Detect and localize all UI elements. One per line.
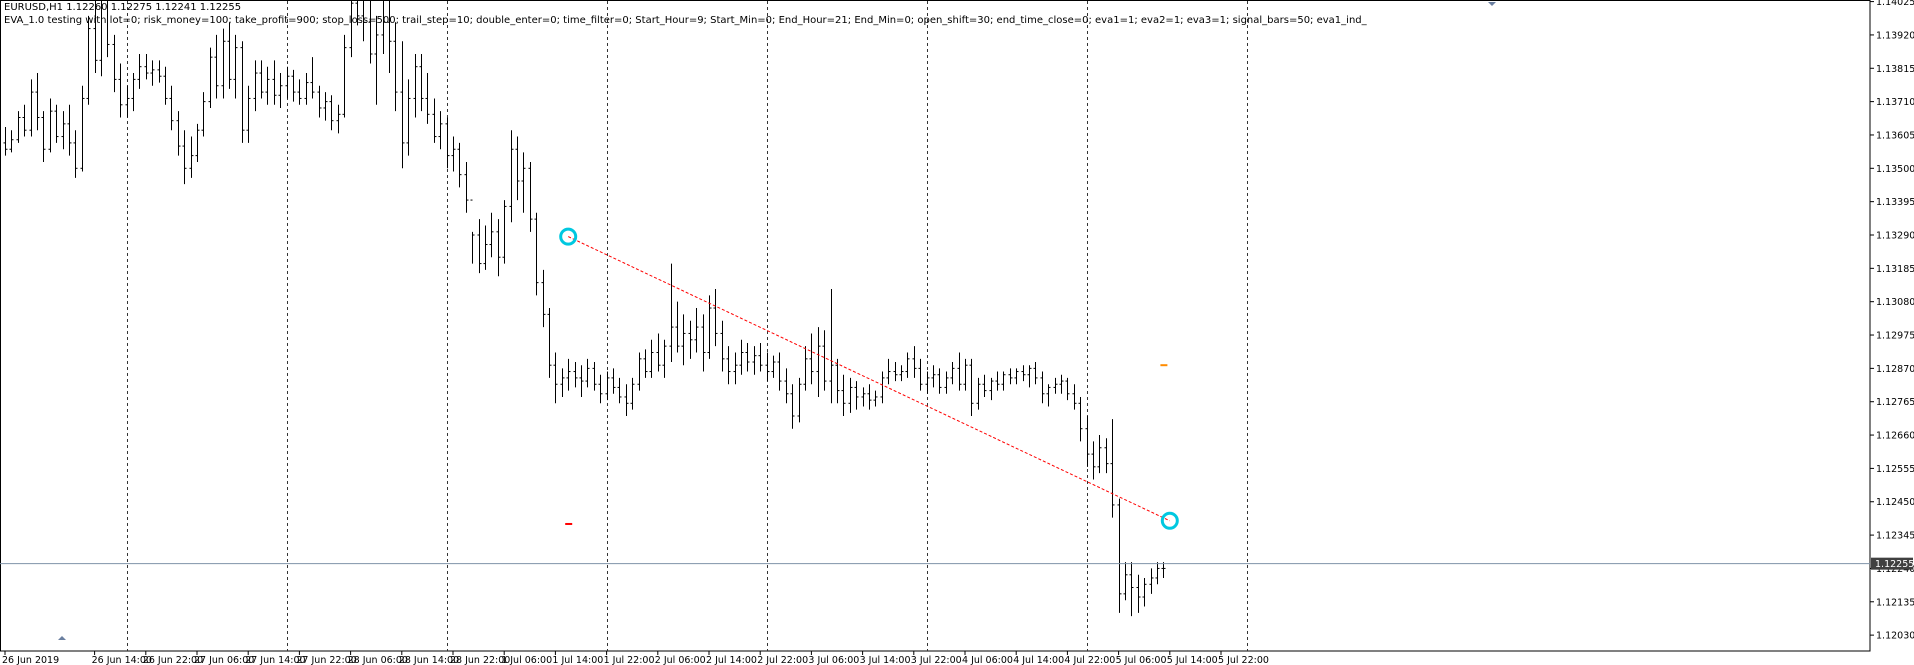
price-tick-label: 1.13500 <box>1876 164 1914 175</box>
price-tick-label: 1.13710 <box>1876 97 1914 108</box>
price-tick-label: 1.13920 <box>1876 30 1914 41</box>
time-tick-label: 5 Jul 06:00 <box>1116 655 1167 665</box>
symbol-info-line: EURUSD,H1 1.12260 1.12275 1.12241 1.1225… <box>4 2 242 13</box>
time-tick-label: 1 Jul 14:00 <box>552 655 603 665</box>
chart-frame <box>0 0 1871 652</box>
time-tick-label: 2 Jul 14:00 <box>706 655 757 665</box>
time-tick-label: 28 Jun 22:00 <box>450 655 510 665</box>
trade-line[interactable] <box>567 236 1171 522</box>
time-tick-label: 3 Jul 22:00 <box>911 655 962 665</box>
chart-end-marker[interactable] <box>1488 2 1496 6</box>
price-tick-label: 1.12030 <box>1876 631 1914 642</box>
price-tick-label: 1.13080 <box>1876 297 1914 308</box>
time-tick-label: 26 Jun 22:00 <box>143 655 203 665</box>
current-price-label-bg <box>1871 557 1913 570</box>
price-tick-label: 1.12660 <box>1876 431 1914 442</box>
price-tick-label: 1.13290 <box>1876 230 1914 241</box>
time-tick-label: 4 Jul 22:00 <box>1064 655 1115 665</box>
time-tick-label: 4 Jul 06:00 <box>962 655 1013 665</box>
price-tick-label: 1.13185 <box>1876 264 1914 275</box>
time-tick-label: 3 Jul 06:00 <box>808 655 859 665</box>
time-tick-label: 2 Jul 06:00 <box>655 655 706 665</box>
time-tick-label: 2 Jul 22:00 <box>757 655 808 665</box>
time-tick-label: 4 Jul 14:00 <box>1013 655 1064 665</box>
time-tick-label: 26 Jun 2019 <box>2 655 59 665</box>
expert-advisor-params-line: EVA_1.0 testing with lot=0; risk_money=1… <box>4 15 1367 26</box>
time-tick-label: 27 Jun 22:00 <box>296 655 356 665</box>
time-tick-label: 27 Jun 06:00 <box>194 655 254 665</box>
time-tick-label: 27 Jun 14:00 <box>245 655 305 665</box>
time-tick-label: 1 Jul 22:00 <box>604 655 655 665</box>
price-tick-label: 1.13815 <box>1876 64 1914 75</box>
time-tick-label: 26 Jun 14:00 <box>92 655 152 665</box>
price-tick-label: 1.12345 <box>1876 531 1914 542</box>
current-price-label: 1.12255 <box>1875 559 1914 570</box>
price-tick-label: 1.12450 <box>1876 497 1914 508</box>
price-tick-label: 1.12555 <box>1876 464 1914 475</box>
price-tick-label: 1.13395 <box>1876 197 1914 208</box>
trade-marker[interactable] <box>1160 511 1179 530</box>
time-tick-label: 5 Jul 22:00 <box>1218 655 1269 665</box>
time-tick-label: 28 Jun 06:00 <box>348 655 408 665</box>
trade-marker[interactable] <box>559 227 578 246</box>
time-tick-label: 1 Jul 06:00 <box>501 655 552 665</box>
time-tick-label: 5 Jul 14:00 <box>1167 655 1218 665</box>
price-tick-label: 1.14025 <box>1876 0 1914 8</box>
price-tick-label: 1.12870 <box>1876 364 1914 375</box>
time-tick-label: 3 Jul 14:00 <box>860 655 911 665</box>
chart-shift-marker[interactable] <box>58 636 66 640</box>
price-tick-label: 1.13605 <box>1876 130 1914 141</box>
price-tick-label: 1.12765 <box>1876 397 1914 408</box>
price-tick-label: 1.12975 <box>1876 331 1914 342</box>
time-tick-label: 28 Jun 14:00 <box>399 655 459 665</box>
price-tick-label: 1.12135 <box>1876 597 1914 608</box>
